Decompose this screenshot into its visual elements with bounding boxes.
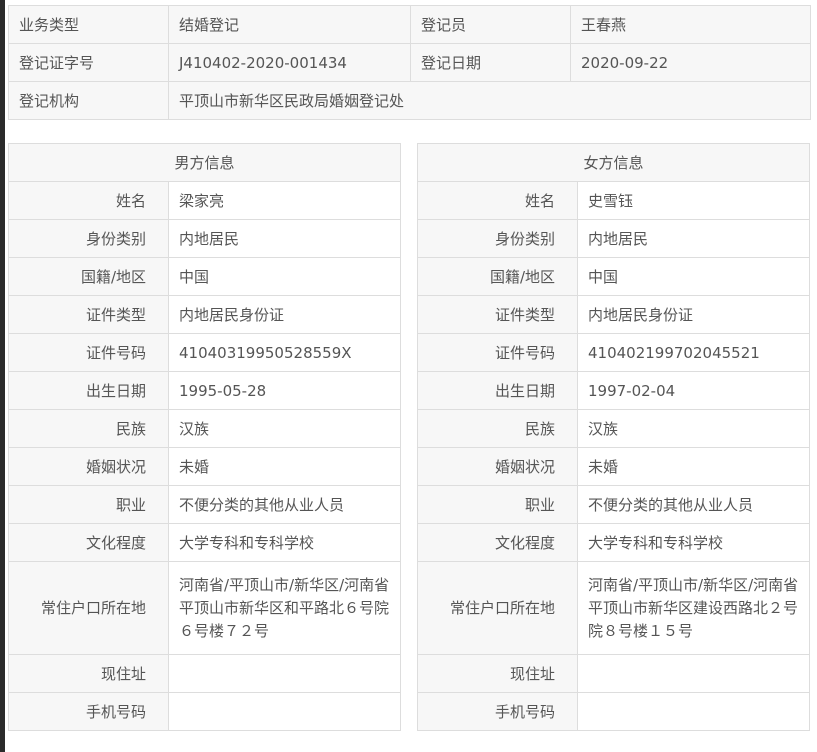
female-header-row: 女方信息 [417, 143, 810, 182]
field-label: 证件号码 [8, 333, 169, 372]
field-value: 史雪钰 [577, 181, 810, 220]
info-row: 姓名 梁家亮 [8, 181, 401, 220]
field-label: 姓名 [8, 181, 169, 220]
field-label: 登记证字号 [8, 43, 169, 82]
field-label: 婚姻状况 [8, 447, 169, 486]
info-row: 职业 不便分类的其他从业人员 [417, 485, 810, 524]
field-label: 文化程度 [8, 523, 169, 562]
field-value: 内地居民 [577, 219, 810, 258]
info-row: 文化程度 大学专科和专科学校 [417, 523, 810, 562]
info-row: 证件号码 41040319950528559X [8, 333, 401, 372]
field-label: 出生日期 [8, 371, 169, 410]
info-row: 现住址 [417, 654, 810, 693]
field-value: 汉族 [168, 409, 401, 448]
info-row: 证件类型 内地居民身份证 [417, 295, 810, 334]
field-value [168, 692, 401, 731]
field-value: 2020-09-22 [570, 43, 811, 82]
window-edge [0, 0, 5, 752]
info-row: 文化程度 大学专科和专科学校 [8, 523, 401, 562]
field-label: 民族 [8, 409, 169, 448]
info-row: 常住户口所在地 河南省/平顶山市/新华区/河南省平顶山市新华区和平路北６号院６号楼… [8, 561, 401, 655]
field-value: 中国 [577, 257, 810, 296]
field-value [168, 654, 401, 693]
field-label: 出生日期 [417, 371, 578, 410]
field-value: 1995-05-28 [168, 371, 401, 410]
field-label: 常住户口所在地 [8, 561, 169, 655]
male-section-title: 男方信息 [8, 143, 401, 182]
female-section-title: 女方信息 [417, 143, 810, 182]
male-header-row: 男方信息 [8, 143, 401, 182]
field-value: 不便分类的其他从业人员 [168, 485, 401, 524]
field-value: 内地居民身份证 [168, 295, 401, 334]
field-label: 民族 [417, 409, 578, 448]
field-label: 登记机构 [8, 81, 169, 120]
male-info-table: 男方信息 姓名 梁家亮 身份类别 内地居民 国籍/地区 中国 证件类型 内地居民身份证 证件号码 4… [8, 143, 401, 731]
info-row: 证件类型 内地居民身份证 [8, 295, 401, 334]
info-row: 国籍/地区 中国 [8, 257, 401, 296]
field-label: 现住址 [417, 654, 578, 693]
info-row: 出生日期 1995-05-28 [8, 371, 401, 410]
info-row: 出生日期 1997-02-04 [417, 371, 810, 410]
field-value [577, 654, 810, 693]
field-label: 现住址 [8, 654, 169, 693]
field-label: 婚姻状况 [417, 447, 578, 486]
field-label: 手机号码 [8, 692, 169, 731]
field-label: 身份类别 [417, 219, 578, 258]
female-info-table: 女方信息 姓名 史雪钰 身份类别 内地居民 国籍/地区 中国 证件类型 内地居民身份证 证件号码 4… [417, 143, 810, 731]
field-label: 身份类别 [8, 219, 169, 258]
info-row: 职业 不便分类的其他从业人员 [8, 485, 401, 524]
field-value: J410402-2020-001434 [168, 43, 411, 82]
registration-summary-table: 业务类型 结婚登记 登记员 王春燕 登记证字号 J410402-2020-001434 登记… [8, 5, 811, 120]
info-row: 身份类别 内地居民 [417, 219, 810, 258]
summary-row: 登记证字号 J410402-2020-001434 登记日期 2020-09-22 [8, 43, 811, 82]
info-row: 证件号码 410402199702045521 [417, 333, 810, 372]
info-row: 民族 汉族 [8, 409, 401, 448]
field-value: 未婚 [168, 447, 401, 486]
info-row: 现住址 [8, 654, 401, 693]
field-value [577, 692, 810, 731]
field-value: 河南省/平顶山市/新华区/河南省平顶山市新华区建设西路北２号院８号楼１５号 [577, 561, 810, 655]
field-value: 未婚 [577, 447, 810, 486]
info-row: 常住户口所在地 河南省/平顶山市/新华区/河南省平顶山市新华区建设西路北２号院８号… [417, 561, 810, 655]
field-value: 梁家亮 [168, 181, 401, 220]
info-row: 身份类别 内地居民 [8, 219, 401, 258]
field-label: 登记日期 [410, 43, 571, 82]
field-value: 汉族 [577, 409, 810, 448]
field-value: 大学专科和专科学校 [577, 523, 810, 562]
field-label: 职业 [8, 485, 169, 524]
field-label: 业务类型 [8, 5, 169, 44]
field-value: 结婚登记 [168, 5, 411, 44]
field-value: 内地居民 [168, 219, 401, 258]
field-label: 登记员 [410, 5, 571, 44]
info-row: 手机号码 [417, 692, 810, 731]
info-row: 婚姻状况 未婚 [417, 447, 810, 486]
field-value: 1997-02-04 [577, 371, 810, 410]
field-label: 证件类型 [8, 295, 169, 334]
field-label: 国籍/地区 [417, 257, 578, 296]
field-label: 文化程度 [417, 523, 578, 562]
field-value: 河南省/平顶山市/新华区/河南省平顶山市新华区和平路北６号院６号楼７２号 [168, 561, 401, 655]
info-row: 手机号码 [8, 692, 401, 731]
info-row: 民族 汉族 [417, 409, 810, 448]
field-value: 41040319950528559X [168, 333, 401, 372]
field-value: 内地居民身份证 [577, 295, 810, 334]
field-value: 王春燕 [570, 5, 811, 44]
field-label: 手机号码 [417, 692, 578, 731]
field-label: 常住户口所在地 [417, 561, 578, 655]
field-label: 职业 [417, 485, 578, 524]
info-row: 国籍/地区 中国 [417, 257, 810, 296]
field-label: 证件号码 [417, 333, 578, 372]
field-label: 证件类型 [417, 295, 578, 334]
field-label: 姓名 [417, 181, 578, 220]
field-value: 大学专科和专科学校 [168, 523, 401, 562]
info-row: 姓名 史雪钰 [417, 181, 810, 220]
field-value: 不便分类的其他从业人员 [577, 485, 810, 524]
field-value: 410402199702045521 [577, 333, 810, 372]
summary-row: 业务类型 结婚登记 登记员 王春燕 [8, 5, 811, 44]
field-value: 平顶山市新华区民政局婚姻登记处 [168, 81, 811, 120]
field-label: 国籍/地区 [8, 257, 169, 296]
field-value: 中国 [168, 257, 401, 296]
summary-row: 登记机构 平顶山市新华区民政局婚姻登记处 [8, 81, 811, 120]
info-row: 婚姻状况 未婚 [8, 447, 401, 486]
